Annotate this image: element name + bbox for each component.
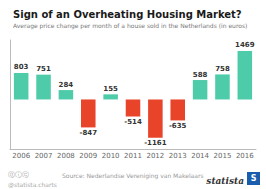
svg-text:2011: 2011 bbox=[124, 152, 142, 160]
svg-text:⓪ⓘⓒ: ⓪ⓘⓒ bbox=[8, 171, 29, 179]
svg-text:1469: 1469 bbox=[235, 41, 255, 49]
svg-text:@statista.charts: @statista.charts bbox=[8, 181, 57, 189]
svg-text:2015: 2015 bbox=[214, 152, 232, 160]
svg-text:2007: 2007 bbox=[35, 152, 53, 160]
svg-text:Source: Nederlandse Vereniging: Source: Nederlandse Vereniging van Makel… bbox=[62, 172, 204, 180]
svg-text:2016: 2016 bbox=[236, 152, 254, 160]
svg-text:2009: 2009 bbox=[79, 152, 97, 160]
svg-text:-1161: -1161 bbox=[144, 139, 167, 147]
svg-text:Average price change per month: Average price change per month of a hous… bbox=[13, 22, 247, 30]
svg-text:758: 758 bbox=[215, 65, 230, 73]
svg-text:-847: -847 bbox=[80, 129, 98, 137]
svg-text:284: 284 bbox=[59, 81, 74, 89]
svg-text:S: S bbox=[251, 174, 257, 183]
svg-text:751: 751 bbox=[36, 65, 51, 73]
svg-text:2010: 2010 bbox=[102, 152, 120, 160]
svg-text:2008: 2008 bbox=[57, 152, 75, 160]
svg-text:-514: -514 bbox=[124, 118, 142, 126]
svg-text:2006: 2006 bbox=[12, 152, 30, 160]
svg-text:588: 588 bbox=[193, 71, 208, 79]
svg-text:-635: -635 bbox=[169, 122, 187, 130]
svg-text:2012: 2012 bbox=[146, 152, 164, 160]
svg-text:155: 155 bbox=[103, 85, 118, 93]
svg-text:803: 803 bbox=[14, 63, 29, 71]
svg-text:2013: 2013 bbox=[169, 152, 187, 160]
svg-text:Sign of an Overheating Housing: Sign of an Overheating Housing Market? bbox=[13, 9, 242, 20]
svg-text:statista: statista bbox=[206, 176, 244, 186]
svg-text:2014: 2014 bbox=[191, 152, 209, 160]
